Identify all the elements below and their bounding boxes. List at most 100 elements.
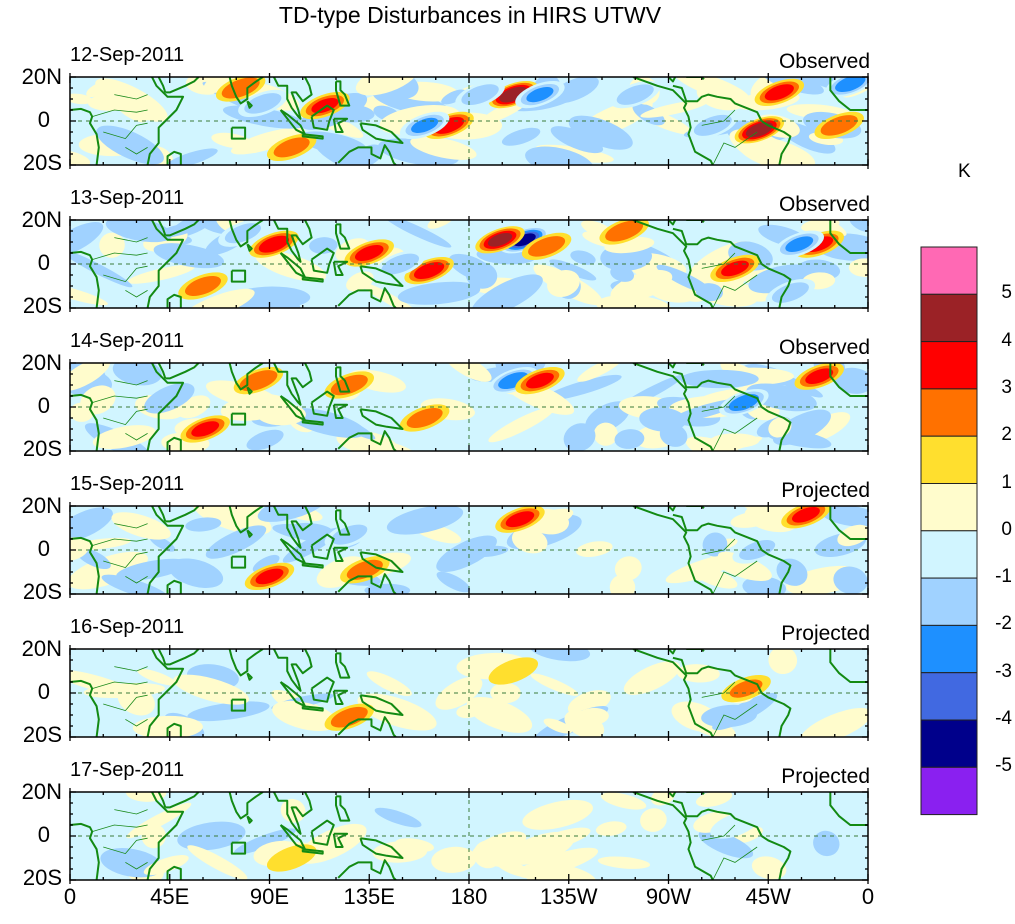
anomaly-contour	[354, 245, 384, 261]
weak-anomaly	[570, 250, 596, 265]
weak-anomaly	[143, 855, 189, 876]
anomaly-contour	[505, 511, 535, 528]
anomaly-contour	[616, 84, 654, 105]
y-tick-label: 0	[37, 822, 50, 847]
coastline	[165, 792, 200, 809]
coastline	[672, 227, 792, 308]
coastline	[146, 649, 185, 737]
anomaly-contour	[411, 117, 439, 133]
map-panel	[69, 502, 869, 598]
coastline	[166, 436, 182, 451]
y-tick-label: 20N	[21, 636, 62, 661]
weak-anomaly	[137, 668, 177, 686]
weak-anomaly	[187, 701, 270, 722]
country-border	[125, 862, 148, 870]
country-border	[712, 703, 758, 737]
coastline	[632, 649, 714, 737]
weak-anomaly	[813, 830, 840, 857]
anomaly-field	[70, 649, 868, 737]
coastline	[165, 220, 200, 237]
anomaly-contour	[246, 429, 284, 451]
country-border	[701, 109, 736, 126]
y-tick-label: 0	[37, 250, 50, 275]
weak-anomaly	[576, 541, 613, 557]
coastline	[301, 848, 324, 855]
coastline	[70, 536, 100, 594]
weak-anomaly	[610, 265, 635, 282]
anomaly-contour	[487, 232, 513, 247]
coastline	[157, 77, 167, 93]
coastline	[273, 792, 313, 835]
colorbar-swatch	[920, 435, 978, 485]
colorbar-label: -5	[995, 755, 1012, 777]
coastline	[632, 363, 714, 451]
weak-anomaly	[395, 838, 435, 852]
anomaly-contour	[413, 262, 445, 280]
coastline	[686, 792, 705, 795]
coastline	[70, 822, 100, 880]
colorbar-swatch	[920, 483, 978, 532]
coastline	[301, 133, 324, 140]
weak-anomaly	[456, 704, 481, 719]
weak-anomaly	[445, 363, 492, 382]
country-border	[114, 666, 148, 672]
coastline	[829, 363, 868, 397]
anomaly-contour	[526, 87, 554, 103]
weak-anomaly	[601, 792, 647, 810]
y-tick-label: 20S	[22, 293, 62, 318]
colorbar-label: 1	[1001, 471, 1012, 493]
coastline	[246, 100, 253, 109]
colorbar-swatch	[920, 672, 978, 721]
weak-anomaly	[692, 566, 738, 589]
y-tick-label: 0	[37, 679, 50, 704]
coastline	[332, 260, 349, 276]
coastline	[335, 80, 351, 107]
weak-anomaly	[800, 707, 868, 737]
coastline	[70, 393, 100, 451]
coastline	[359, 408, 404, 430]
weak-anomaly	[698, 830, 754, 859]
anomaly-contour	[239, 370, 278, 392]
panel-date: 13-Sep-2011	[70, 187, 185, 209]
anomaly-contour	[764, 84, 794, 101]
country-border	[701, 824, 736, 841]
country-border	[103, 265, 148, 283]
weak-anomaly	[70, 249, 133, 288]
weak-anomaly	[751, 856, 787, 880]
colorbar-label: 0	[1001, 518, 1012, 540]
coastline	[335, 795, 351, 822]
coastline	[157, 792, 167, 808]
weak-anomaly	[374, 807, 422, 828]
country-border	[103, 122, 148, 140]
coastline	[337, 144, 397, 165]
weak-anomaly	[287, 408, 366, 438]
weak-anomaly	[717, 551, 746, 571]
weak-anomaly	[185, 517, 222, 532]
weak-anomaly	[70, 507, 113, 542]
coastline	[157, 649, 167, 665]
country-border	[712, 560, 758, 594]
x-tick-label: 45E	[150, 884, 190, 909]
coastline	[166, 293, 182, 308]
weak-anomaly	[70, 363, 111, 391]
anomaly-contour	[745, 122, 773, 138]
anomaly-contour	[835, 77, 866, 93]
anomaly-contour	[488, 657, 539, 685]
weak-anomaly	[593, 422, 618, 446]
coastline	[632, 792, 714, 880]
panel-status: Projected	[781, 765, 870, 788]
country-border	[125, 576, 148, 584]
coastline	[337, 859, 397, 880]
map-panel	[69, 645, 869, 741]
coastline	[70, 107, 100, 165]
weak-anomaly	[695, 792, 733, 807]
x-tick-label: 0	[861, 884, 875, 909]
y-tick-label: 20N	[21, 350, 62, 375]
weak-anomaly	[768, 649, 798, 675]
country-border	[103, 408, 148, 426]
country-border	[125, 433, 148, 441]
country-border	[712, 846, 758, 880]
weak-anomaly	[471, 831, 527, 861]
y-tick-label: 20S	[22, 579, 62, 604]
x-tick-label: 45W	[745, 884, 791, 909]
